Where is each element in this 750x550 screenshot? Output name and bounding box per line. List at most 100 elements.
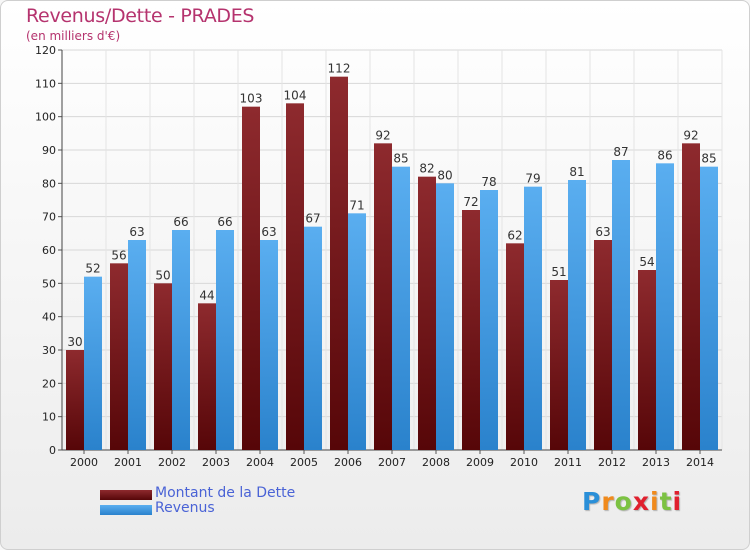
bar-dette (66, 350, 84, 450)
data-label-revenus: 79 (525, 172, 540, 186)
bar-revenus (524, 186, 542, 450)
legend-swatch-dette (100, 490, 152, 500)
x-tick-label: 2007 (378, 456, 406, 469)
data-label-dette: 112 (328, 62, 351, 76)
bar-revenus (304, 226, 322, 450)
chart-title: Revenus/Dette - PRADES (26, 5, 255, 27)
logo-letter: i (672, 487, 683, 516)
data-label-revenus: 66 (217, 215, 232, 229)
x-tick-label: 2014 (686, 456, 714, 469)
data-label-revenus: 52 (85, 262, 100, 276)
bar-revenus (260, 240, 278, 450)
chart-subtitle: (en milliers d'€) (26, 29, 121, 43)
x-tick-label: 2000 (70, 456, 98, 469)
legend-label-revenus: Revenus (155, 500, 215, 516)
bar-dette (374, 143, 392, 451)
data-label-dette: 51 (551, 265, 566, 279)
y-tick-label: 0 (49, 444, 56, 457)
data-label-revenus: 63 (129, 225, 144, 239)
x-tick-label: 2005 (290, 456, 318, 469)
logo-letter: t (659, 487, 673, 516)
x-tick-label: 2002 (158, 456, 186, 469)
data-label-dette: 44 (199, 288, 214, 302)
data-label-revenus: 85 (393, 152, 408, 166)
y-tick-label: 120 (35, 44, 56, 57)
y-tick-label: 70 (42, 211, 56, 224)
x-tick-label: 2012 (598, 456, 626, 469)
logo-letter: P (582, 487, 602, 516)
bar-dette (506, 243, 524, 450)
data-label-dette: 30 (67, 335, 82, 349)
data-label-revenus: 66 (173, 215, 188, 229)
bar-dette (154, 283, 172, 450)
x-tick-label: 2008 (422, 456, 450, 469)
data-label-dette: 54 (639, 255, 654, 269)
data-label-revenus: 87 (613, 145, 628, 159)
bar-revenus (568, 180, 586, 450)
bar-dette (330, 76, 348, 451)
x-tick-label: 2010 (510, 456, 538, 469)
data-label-revenus: 67 (305, 212, 320, 226)
bar-dette (550, 280, 568, 450)
proxiti-logo: Proxiti (582, 487, 682, 516)
bar-dette (286, 103, 304, 450)
y-tick-label: 60 (42, 244, 56, 257)
data-label-revenus: 81 (569, 165, 584, 179)
data-label-dette: 92 (683, 128, 698, 142)
bar-dette (418, 176, 436, 450)
y-tick-label: 80 (42, 177, 56, 190)
x-tick-label: 2001 (114, 456, 142, 469)
bar-revenus (172, 230, 190, 450)
bars (66, 76, 718, 451)
legend-label-dette: Montant de la Dette (155, 485, 296, 501)
data-label-dette: 72 (463, 195, 478, 209)
y-tick-label: 40 (42, 311, 56, 324)
data-label-dette: 63 (595, 225, 610, 239)
x-tick-label: 2006 (334, 456, 362, 469)
x-tick-label: 2003 (202, 456, 230, 469)
data-label-dette: 82 (419, 162, 434, 176)
y-tick-label: 90 (42, 144, 56, 157)
y-tick-label: 20 (42, 377, 56, 390)
y-tick-label: 10 (42, 411, 56, 424)
data-label-dette: 104 (284, 88, 307, 102)
bar-revenus (392, 166, 410, 450)
bar-dette (682, 143, 700, 451)
bar-dette (594, 240, 612, 450)
data-label-dette: 56 (111, 248, 126, 262)
legend-swatch-revenus (100, 505, 152, 515)
logo-letter: x (632, 487, 650, 516)
data-label-revenus: 63 (261, 225, 276, 239)
x-tick-label: 2004 (246, 456, 274, 469)
bar-revenus (612, 160, 630, 450)
data-label-dette: 50 (155, 268, 170, 282)
bar-dette (638, 270, 656, 450)
bar-revenus (348, 213, 366, 450)
logo-letter: i (650, 487, 660, 516)
x-tick-label: 2011 (554, 456, 582, 469)
bar-dette (110, 263, 128, 450)
y-tick-label: 50 (42, 277, 56, 290)
y-tick-label: 30 (42, 344, 56, 357)
bar-revenus (216, 230, 234, 450)
bar-revenus (656, 163, 674, 451)
bar-revenus (480, 190, 498, 450)
bar-dette (242, 106, 260, 451)
data-label-revenus: 78 (481, 175, 496, 189)
data-label-dette: 103 (240, 92, 263, 106)
bar-revenus (128, 240, 146, 450)
data-label-revenus: 85 (701, 152, 716, 166)
data-label-revenus: 71 (349, 198, 364, 212)
bar-revenus (436, 183, 454, 451)
logo-letter: o (614, 487, 633, 516)
data-label-revenus: 86 (657, 148, 672, 162)
data-label-dette: 62 (507, 228, 522, 242)
y-tick-label: 100 (35, 111, 56, 124)
x-tick-label: 2009 (466, 456, 494, 469)
logo-letter: r (601, 487, 615, 516)
data-label-dette: 92 (375, 128, 390, 142)
bar-revenus (84, 276, 102, 450)
bar-dette (462, 210, 480, 450)
